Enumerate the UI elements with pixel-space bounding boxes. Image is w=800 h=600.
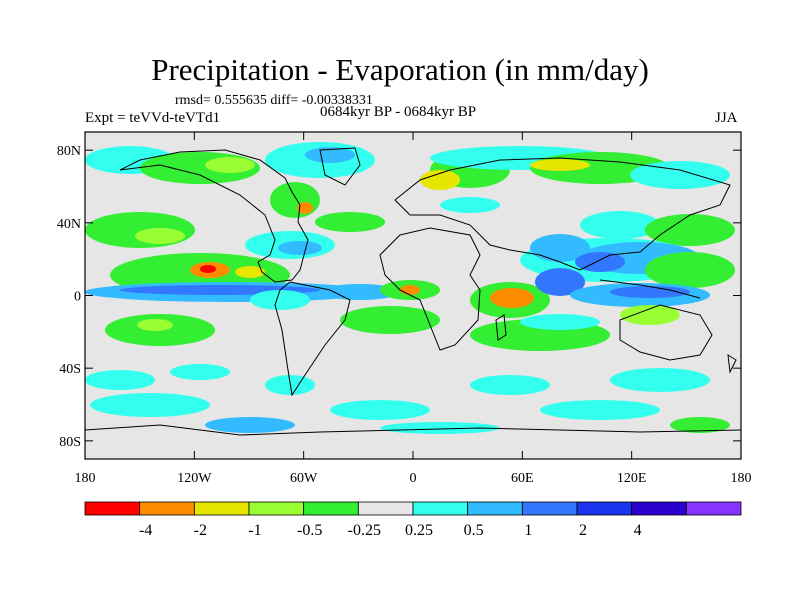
lon-tick-label: 180 <box>731 471 752 486</box>
colorbar-swatch <box>357 501 414 516</box>
colorbar-swatch <box>193 501 250 516</box>
colorbar-swatch <box>685 501 742 516</box>
colorbar-label: -0.5 <box>297 522 322 539</box>
axis-tick-labels: 80N 40N 0 40S 80S 180 120W 60W 0 60E 120E 180 <box>57 144 752 486</box>
colorbar-label: 1 <box>524 522 532 539</box>
colorbar-label: 0.5 <box>464 522 484 539</box>
period-label: 0684kyr BP - 0684kyr BP <box>320 104 477 120</box>
map-field <box>84 132 742 459</box>
colorbar-label: -1 <box>248 522 261 539</box>
colorbar: -4 -2 -1 -0.5 -0.25 0.25 0.5 1 2 4 <box>84 501 742 539</box>
lon-tick-label: 180 <box>75 471 96 486</box>
colorbar-swatch <box>139 501 195 516</box>
stats-label: rmsd= 0.555635 diff= -0.00338331 <box>175 93 373 108</box>
colorbar-swatch <box>467 501 523 516</box>
colorbar-label: -0.25 <box>348 522 381 539</box>
colorbar-swatch <box>412 501 469 516</box>
colorbar-swatch <box>576 501 633 516</box>
axis-ticks <box>84 132 742 459</box>
lon-tick-label: 120E <box>617 471 647 486</box>
colorbar-label: -4 <box>139 522 152 539</box>
wet-dry-patterns <box>85 142 735 434</box>
experiment-label: Expt = teVVd-teVTd1 <box>85 110 221 126</box>
lon-tick-label: 60W <box>290 471 318 486</box>
lat-tick-label: 0 <box>74 290 81 305</box>
colorbar-swatch <box>303 501 359 516</box>
lat-tick-label: 40S <box>59 362 81 377</box>
season-label: JJA <box>715 110 738 126</box>
colorbar-swatch <box>521 501 578 516</box>
colorbar-label: 2 <box>579 522 587 539</box>
colorbar-swatch <box>84 501 141 516</box>
lon-tick-label: 0 <box>410 471 417 486</box>
lon-tick-label: 60E <box>511 471 534 486</box>
colorbar-label: 4 <box>634 522 642 539</box>
lon-tick-label: 120W <box>177 471 212 486</box>
colorbar-label: -2 <box>194 522 207 539</box>
colorbar-swatch <box>248 501 305 516</box>
lat-tick-label: 80S <box>59 435 81 450</box>
coastlines <box>84 147 742 436</box>
colorbar-swatch <box>631 501 687 516</box>
lat-tick-label: 40N <box>57 217 81 232</box>
map-title: Precipitation - Evaporation (in mm/day) <box>151 52 649 87</box>
lat-tick-label: 80N <box>57 144 81 159</box>
colorbar-label: 0.25 <box>405 522 433 539</box>
